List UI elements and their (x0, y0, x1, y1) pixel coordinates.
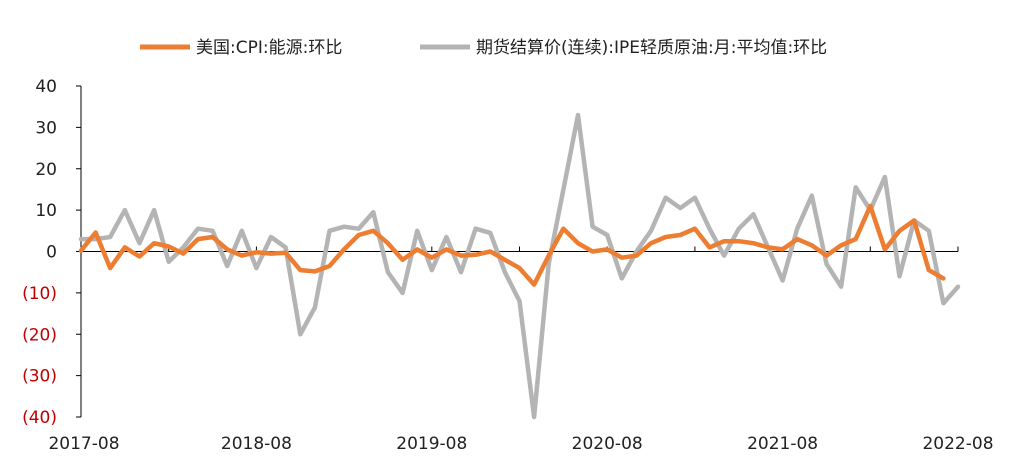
x-tick-label: 2020-08 (572, 434, 643, 454)
y-axis-ticks: 40 30 20 10 0 (10) (20) (30) (40) (22, 77, 81, 428)
x-axis-ticks: 2017-08 2018-08 2019-08 2020-08 2021-08 2022-… (48, 246, 994, 454)
legend: 美国:CPI:能源:环比 期货结算价(连续):IPE轻质原油:月:平均值:环比 (140, 38, 827, 58)
x-tick-label: 2021-08 (747, 434, 818, 454)
y-tick-label: 30 (35, 118, 57, 138)
x-tick-label: 2018-08 (221, 434, 292, 454)
series-line-ipe-crude (78, 112, 961, 420)
y-tick-label: (30) (22, 367, 57, 387)
y-tick-label: (40) (22, 408, 57, 428)
y-tick-label: (10) (22, 284, 57, 304)
x-tick-label: 2022-08 (922, 434, 993, 454)
y-tick-label: (20) (22, 325, 57, 345)
y-tick-label: 10 (35, 201, 57, 221)
series-line-cpi-energy (78, 203, 946, 287)
y-tick-label: 20 (35, 160, 57, 180)
y-tick-label: 40 (35, 77, 57, 97)
x-tick-label: 2019-08 (396, 434, 467, 454)
series-lines (78, 112, 961, 420)
legend-label-ipe-crude: 期货结算价(连续):IPE轻质原油:月:平均值:环比 (476, 38, 827, 58)
y-tick-label: 0 (46, 243, 57, 263)
x-tick-label: 2017-08 (48, 434, 119, 454)
legend-label-cpi-energy: 美国:CPI:能源:环比 (196, 38, 342, 58)
